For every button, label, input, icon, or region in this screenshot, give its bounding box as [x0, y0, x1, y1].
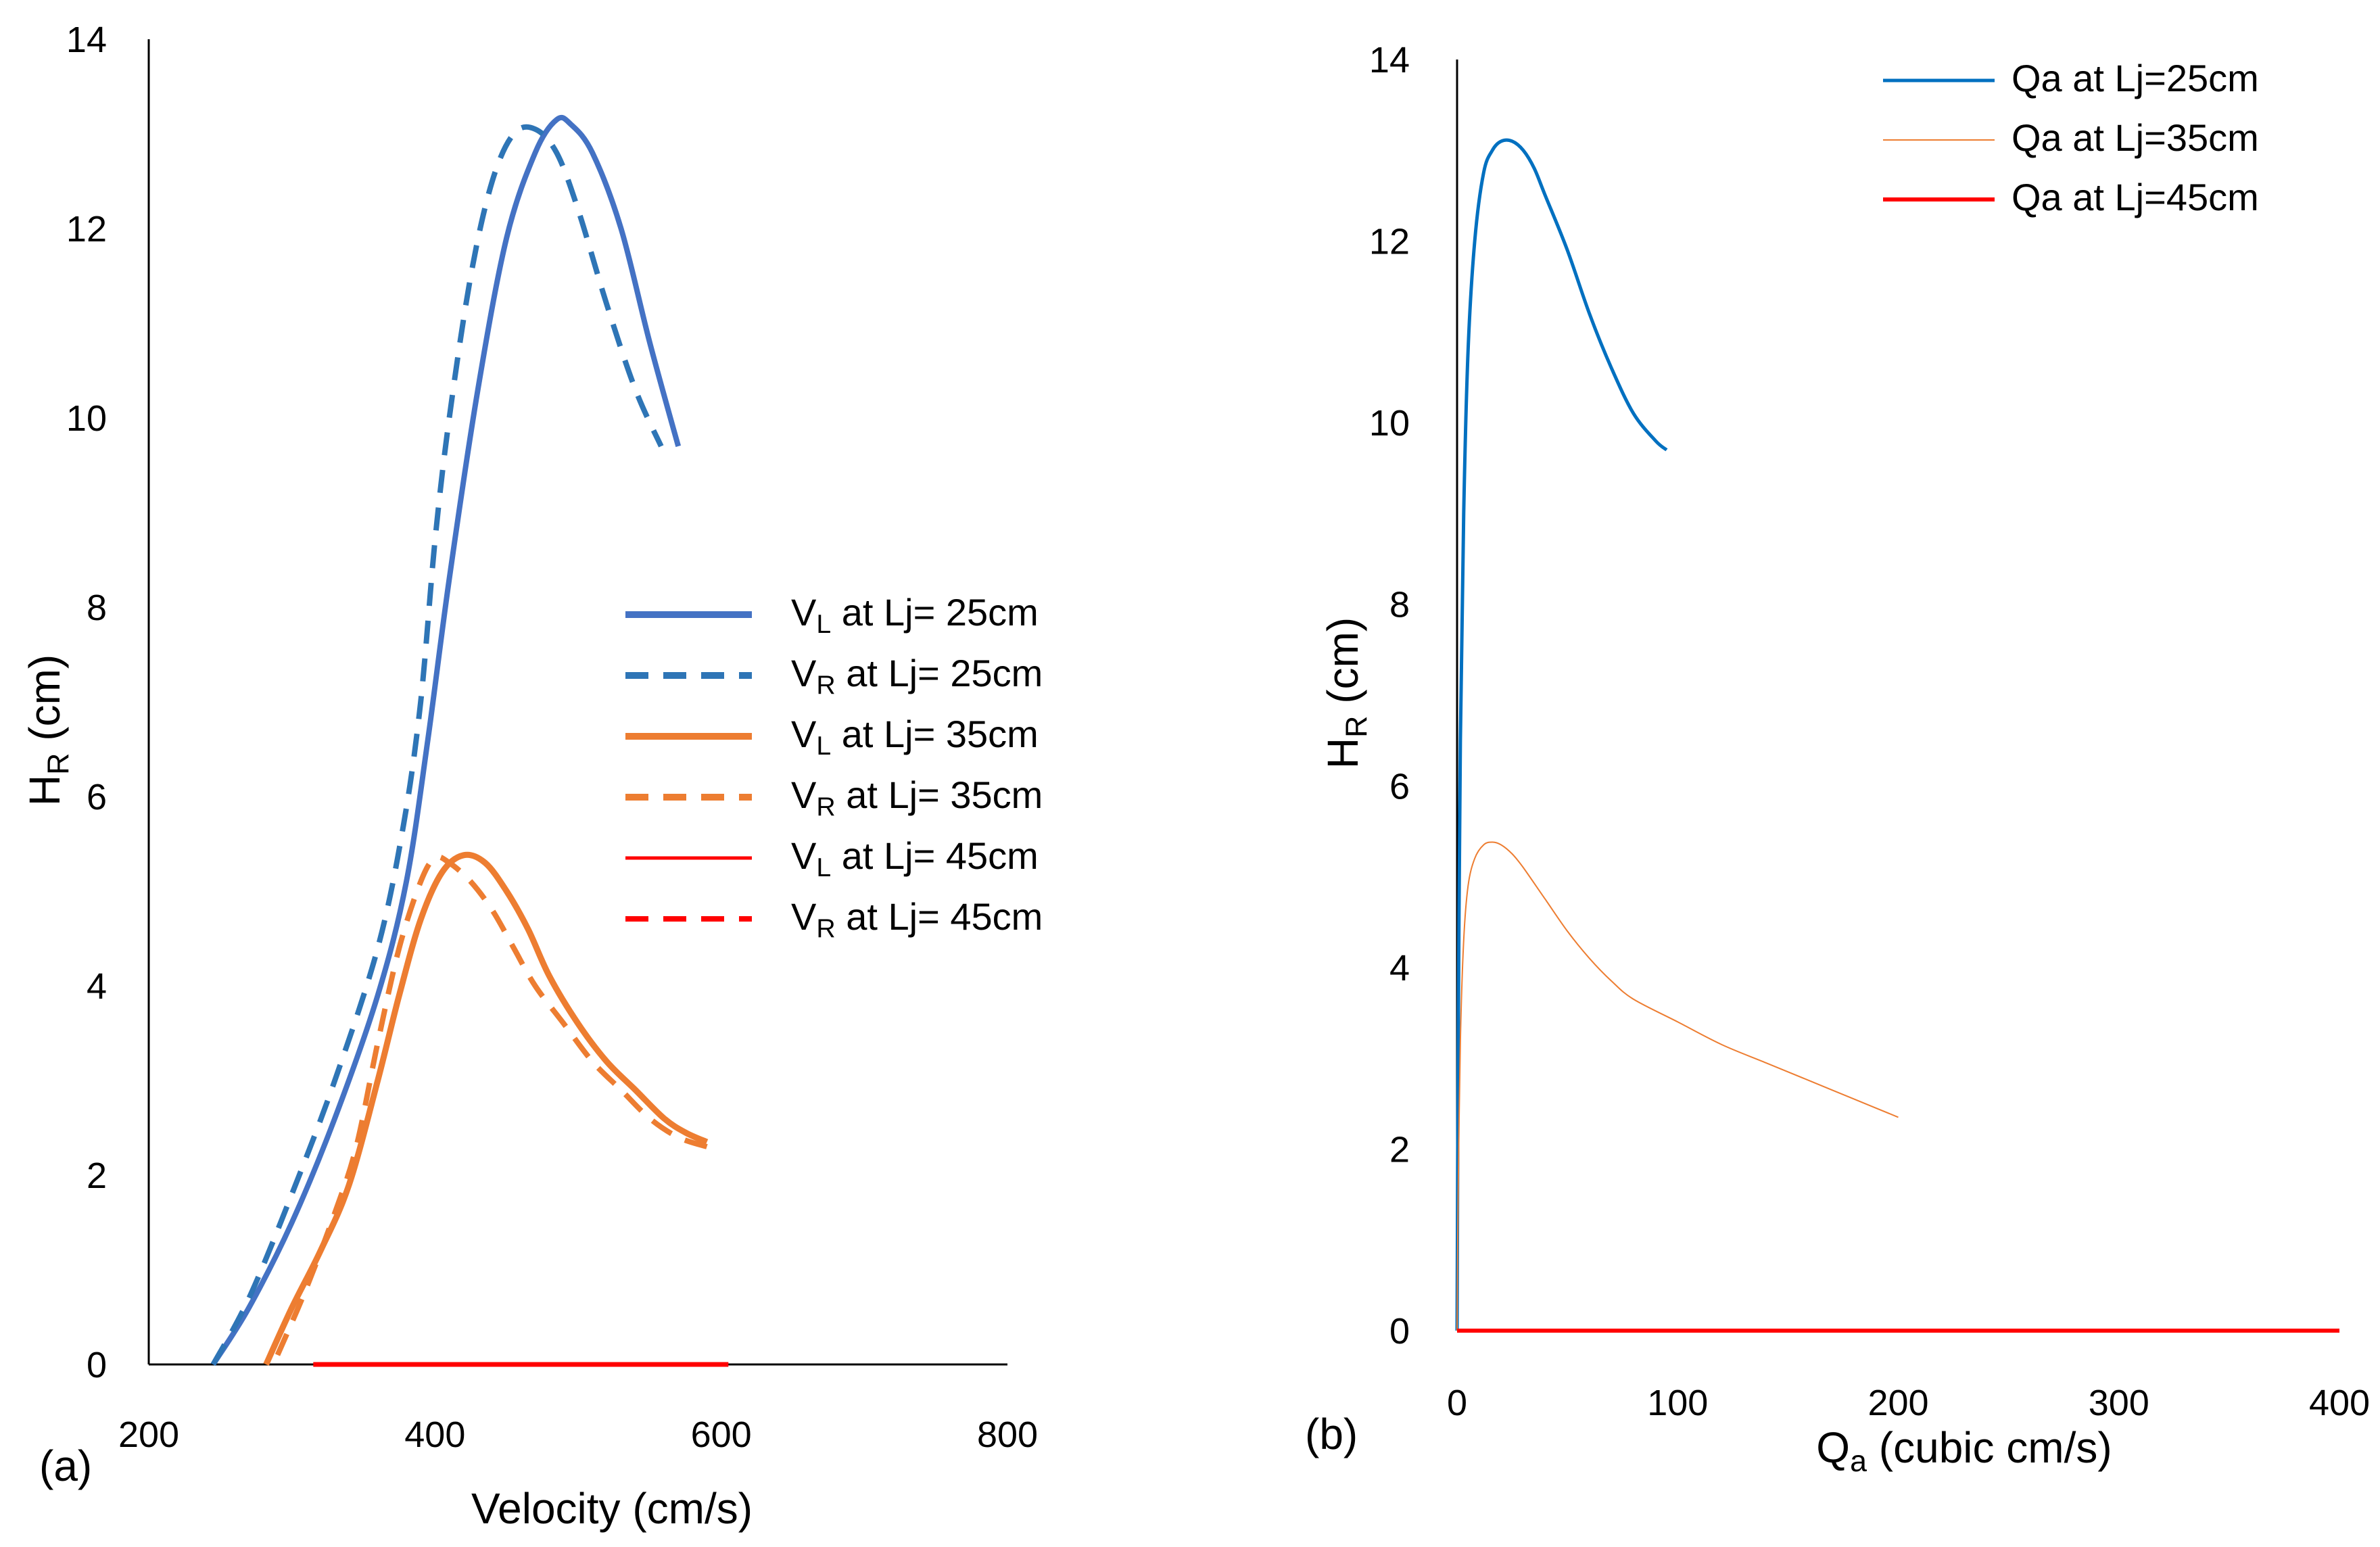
panel-a-y-axis-title-subscript: R: [41, 753, 75, 775]
panel-b-legend-label-3: Qa at Lj=45cm: [2012, 176, 2259, 218]
panel-a-legend-label-1-subscript: L: [816, 610, 831, 639]
panel-b-y-axis-title-subscript: R: [1339, 716, 1373, 738]
panel-a-y-tick-label: 4: [87, 966, 107, 1007]
panel-a-legend-label-6: VR at Lj= 45cm: [791, 895, 1043, 943]
panel-a-legend-label-4: VR at Lj= 35cm: [791, 774, 1043, 822]
panel-a-series-line-1: [210, 114, 682, 1366]
panel-b-series-line-1: [1455, 138, 1668, 1331]
panel-b-x-axis-title-rest: (cubic cm/s): [1867, 1423, 2112, 1472]
panel-a-series-line-4: [275, 854, 708, 1356]
panel-b-x-tick-label: 100: [1647, 1383, 1708, 1423]
panel-a-y-tick-label: 0: [87, 1345, 107, 1385]
panel-a-legend-label-3: VL at Lj= 35cm: [791, 713, 1039, 761]
panel-a-y-axis-title-base: H: [20, 775, 69, 806]
panel-a-y-tick-label: 2: [87, 1156, 107, 1196]
panel-a-legend-label-2-rest: at Lj= 25cm: [836, 652, 1043, 694]
panel-b-y-axis-title-group: HR (cm): [1318, 617, 1373, 769]
panel-b-y-tick-label: 2: [1389, 1129, 1410, 1170]
panel-b-y-tick-label: 8: [1389, 585, 1410, 625]
panel-b-legend-label-1: Qa at Lj=25cm: [2012, 57, 2259, 99]
panel-a-legend-label-3-base: V: [791, 713, 817, 755]
panel-a-panel-label: (a): [39, 1442, 92, 1490]
panel-a-series-line-3: [263, 851, 709, 1366]
panel-a-legend-label-1-base: V: [791, 591, 817, 634]
panel-b-x-tick-label: 200: [1867, 1383, 1928, 1423]
panel-a-x-tick-label: 600: [691, 1414, 752, 1455]
panel-a-legend-label-5-base: V: [791, 834, 817, 877]
panel-a-legend-label-2: VR at Lj= 25cm: [791, 652, 1043, 700]
panel-b-legend-label-2: Qa at Lj=35cm: [2012, 116, 2259, 159]
panel-a-y-tick-label: 12: [66, 209, 107, 249]
panel-b-x-tick-label: 400: [2309, 1383, 2370, 1423]
panel-b-y-tick-label: 4: [1389, 948, 1410, 989]
panel-a-legend-label-3-subscript: L: [816, 732, 831, 761]
panel-a-legend-label-6-base: V: [791, 895, 817, 938]
panel-a-y-axis-title: HR (cm): [20, 654, 75, 806]
panel-b-panel-label: (b): [1305, 1410, 1358, 1458]
panel-a-y-tick-label: 8: [87, 588, 107, 628]
panel-b-x-tick-label: 300: [2089, 1383, 2149, 1423]
panel-b-x-tick-label: 0: [1447, 1383, 1467, 1423]
panel-b-y-axis-title-rest: (cm): [1318, 617, 1367, 716]
panel-b-y-tick-label: 0: [1389, 1311, 1410, 1352]
panel-a-series-line-2: [210, 124, 664, 1366]
panel-a-legend-label-6-subscript: R: [816, 914, 835, 943]
panel-a-y-axis-title-rest: (cm): [20, 654, 69, 753]
panel-a-x-tick-label: 400: [404, 1414, 465, 1455]
panel-a-legend-label-1: VL at Lj= 25cm: [791, 591, 1039, 639]
panel-a-legend-label-5: VL at Lj= 45cm: [791, 834, 1039, 882]
panel-b-series-line-2: [1456, 841, 1899, 1331]
panel-a-legend-label-2-subscript: R: [816, 671, 835, 700]
panel-b-y-tick-label: 10: [1369, 403, 1410, 444]
panel-a-legend-label-3-rest: at Lj= 35cm: [831, 713, 1039, 755]
panel-b-y-axis-title-base: H: [1318, 738, 1367, 769]
panel-a-x-tick-label: 800: [977, 1414, 1038, 1455]
panel-b-x-axis-title-base: Q: [1816, 1423, 1850, 1472]
panel-a-y-tick-label: 6: [87, 777, 107, 817]
panel-b-y-tick-label: 6: [1389, 766, 1410, 807]
panel-a-legend-label-4-base: V: [791, 774, 817, 816]
panel-a-x-axis-title: Velocity (cm/s): [471, 1484, 753, 1533]
panel-a-x-tick-label: 200: [118, 1414, 179, 1455]
panel-b-y-axis-title: HR (cm): [1318, 617, 1373, 769]
panel-b-x-axis-title: Qa (cubic cm/s): [1816, 1423, 2112, 1478]
panel-a-legend-label-1-rest: at Lj= 25cm: [831, 591, 1039, 634]
panel-a-legend-label-4-subscript: R: [816, 792, 835, 822]
panel-a-legend-label-6-rest: at Lj= 45cm: [836, 895, 1043, 938]
panel-a-legend-label-2-base: V: [791, 652, 817, 694]
panel-a-y-axis-title-group: HR (cm): [20, 654, 75, 806]
panel-a-y-tick-label: 10: [66, 398, 107, 439]
panel-a-y-tick-label: 14: [66, 20, 107, 60]
panel-a-legend-label-5-subscript: L: [816, 853, 831, 882]
panel-b-x-axis-title-subscript: a: [1850, 1444, 1867, 1478]
panel-b-y-tick-label: 12: [1369, 222, 1410, 262]
panel-a-legend-label-4-rest: at Lj= 35cm: [836, 774, 1043, 816]
panel-a-legend-label-5-rest: at Lj= 45cm: [831, 834, 1039, 877]
panel-b-y-tick-label: 14: [1369, 40, 1410, 80]
panel-b-chart: 0 2 4 6 8 10 12 14 0 100 200 300 400 Qa at Lj=25cm Qa …: [1305, 40, 2370, 1478]
